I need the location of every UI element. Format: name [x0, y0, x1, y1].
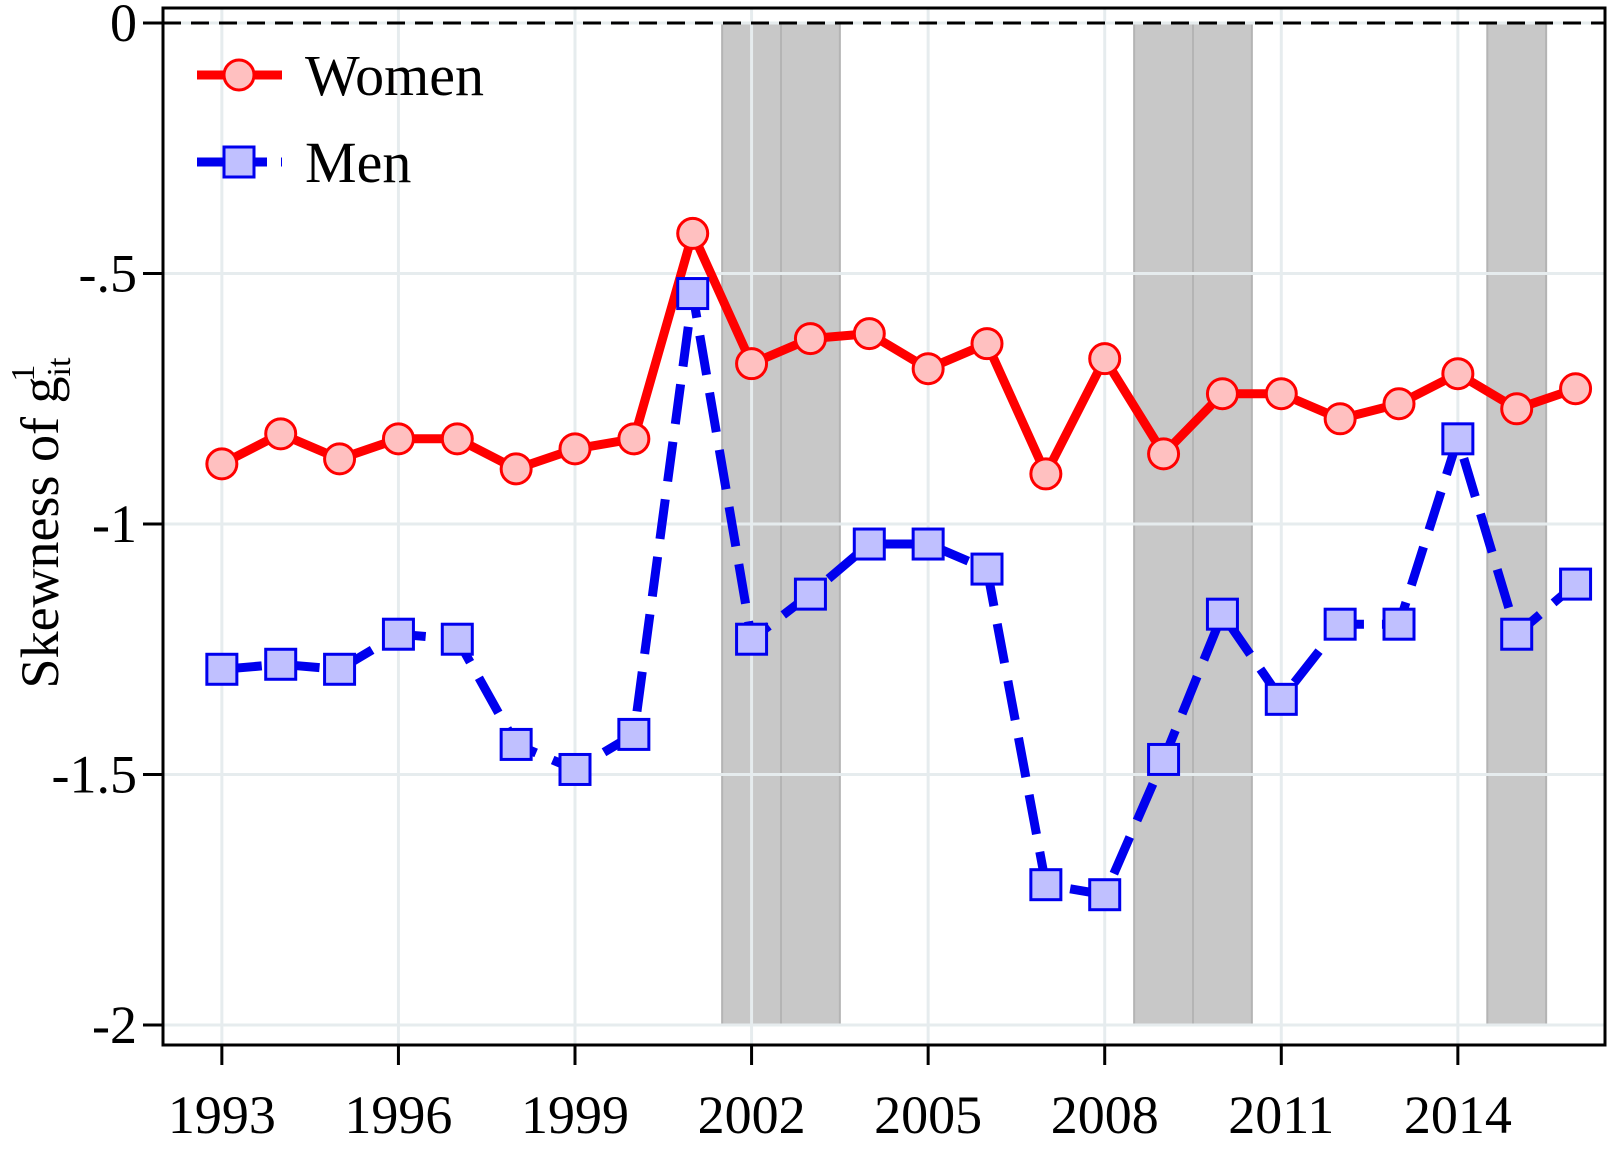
women-point-2013	[1382, 387, 1416, 421]
legend-women-label: Women	[305, 43, 484, 108]
women-point-1997	[440, 422, 474, 456]
women-point-2009	[1147, 437, 1181, 471]
women-point-2002	[735, 347, 769, 381]
y-axis-title-subscript: it	[41, 357, 78, 376]
men-point-2005	[911, 527, 945, 561]
x-tick-label-1993: 1993	[168, 1085, 276, 1145]
x-tick-label-1999: 1999	[521, 1085, 629, 1145]
men-point-2003	[793, 577, 827, 611]
women-point-2015	[1500, 392, 1534, 426]
series-markers	[205, 216, 1593, 912]
y-tick-label-2: -1	[92, 494, 137, 554]
women-point-1993	[205, 447, 239, 481]
men-point-2014	[1441, 422, 1475, 456]
plot-border	[161, 6, 1607, 1047]
men-point-1993	[205, 652, 239, 686]
men-point-2000	[617, 717, 651, 751]
x-tick-label-1996: 1996	[344, 1085, 452, 1145]
legend-men-marker	[222, 145, 256, 179]
women-point-1994	[264, 417, 298, 451]
women-point-2014	[1441, 357, 1475, 391]
men-point-1998	[499, 727, 533, 761]
women-point-2016	[1559, 372, 1593, 406]
women-point-2007	[1029, 457, 1063, 491]
men-point-2001	[676, 277, 710, 311]
women-point-2008	[1088, 342, 1122, 376]
women-point-1998	[499, 452, 533, 486]
women-point-2010	[1205, 377, 1239, 411]
y-tick-label-1: -.5	[79, 244, 137, 304]
men-point-2012	[1323, 607, 1357, 641]
plot-frame	[161, 6, 1607, 1047]
women-point-2011	[1264, 377, 1298, 411]
women-point-2000	[617, 422, 651, 456]
men-point-1996	[381, 617, 415, 651]
x-tick-label-2011: 2011	[1228, 1085, 1334, 1145]
men-point-2016	[1559, 567, 1593, 601]
women-point-2012	[1323, 402, 1357, 436]
men-point-2002	[735, 622, 769, 656]
women-point-1995	[323, 442, 357, 476]
grid-lines	[163, 8, 1605, 1045]
men-point-2004	[852, 527, 886, 561]
legend-men-label: Men	[305, 130, 411, 195]
x-tick-label-2008: 2008	[1051, 1085, 1159, 1145]
men-point-2009	[1147, 742, 1181, 776]
men-point-2015	[1500, 617, 1534, 651]
men-point-2007	[1029, 868, 1063, 902]
women-point-1996	[381, 422, 415, 456]
men-point-2013	[1382, 607, 1416, 641]
y-axis-title-text: Skewness of git1	[5, 357, 78, 688]
men-point-1995	[323, 652, 357, 686]
y-axis-title-prefix: Skewness of g	[10, 376, 70, 688]
legend-women-marker	[222, 58, 256, 92]
women-point-2004	[852, 317, 886, 351]
axis-ticks: 1993 1996 1999 2002 2005 2008 2011 2014 0 -.5 -1 -1…	[52, 0, 1512, 1145]
women-point-2001	[676, 216, 710, 250]
y-tick-label-3: -1.5	[52, 744, 137, 804]
y-axis-title-superscript: 1	[5, 365, 42, 382]
legend: Women Men	[197, 43, 484, 195]
men-point-2006	[970, 552, 1004, 586]
x-tick-label-2002: 2002	[698, 1085, 806, 1145]
women-point-1999	[558, 432, 592, 466]
series-lines	[219, 228, 1579, 900]
x-tick-label-2014: 2014	[1404, 1085, 1512, 1145]
y-axis-title: Skewness of git1	[5, 357, 78, 688]
women-point-2006	[970, 327, 1004, 361]
x-tick-label-2005: 2005	[874, 1085, 982, 1145]
women-series-line	[219, 228, 1578, 479]
men-point-2008	[1088, 878, 1122, 912]
men-point-1997	[440, 622, 474, 656]
men-point-1999	[558, 752, 592, 786]
y-tick-label-0: 0	[110, 0, 137, 53]
men-series-line	[221, 289, 1579, 900]
women-point-2005	[911, 352, 945, 386]
men-point-1994	[264, 647, 298, 681]
women-point-2003	[793, 322, 827, 356]
men-point-2010	[1205, 597, 1239, 631]
y-tick-label-4: -2	[92, 995, 137, 1055]
men-point-2011	[1264, 682, 1298, 716]
